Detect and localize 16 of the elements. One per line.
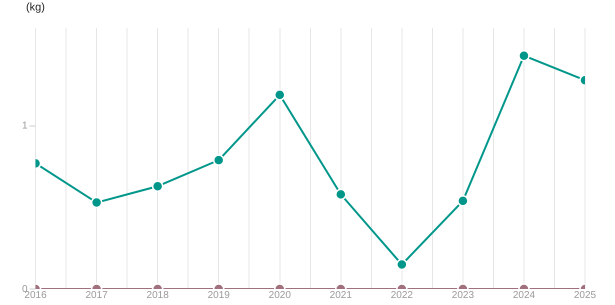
y-tick-label: 1 [22,120,28,132]
point [335,188,347,200]
x-tick-label: 2021 [330,290,352,301]
x-tick-label: 2018 [146,290,170,301]
point [212,154,224,166]
x-tick-label: 2020 [268,290,292,301]
point [152,180,164,192]
x-tick-label: 2022 [390,290,414,301]
x-tick-label: 2024 [512,290,536,301]
x-tick-label: 2017 [85,290,108,301]
x-tick-label: 2019 [208,290,230,301]
x-tick-label: 2025 [574,290,597,301]
x-tick-label: 2023 [452,290,474,301]
point [457,195,469,207]
y-axis-title: (kg) [26,2,45,14]
point [90,196,102,208]
